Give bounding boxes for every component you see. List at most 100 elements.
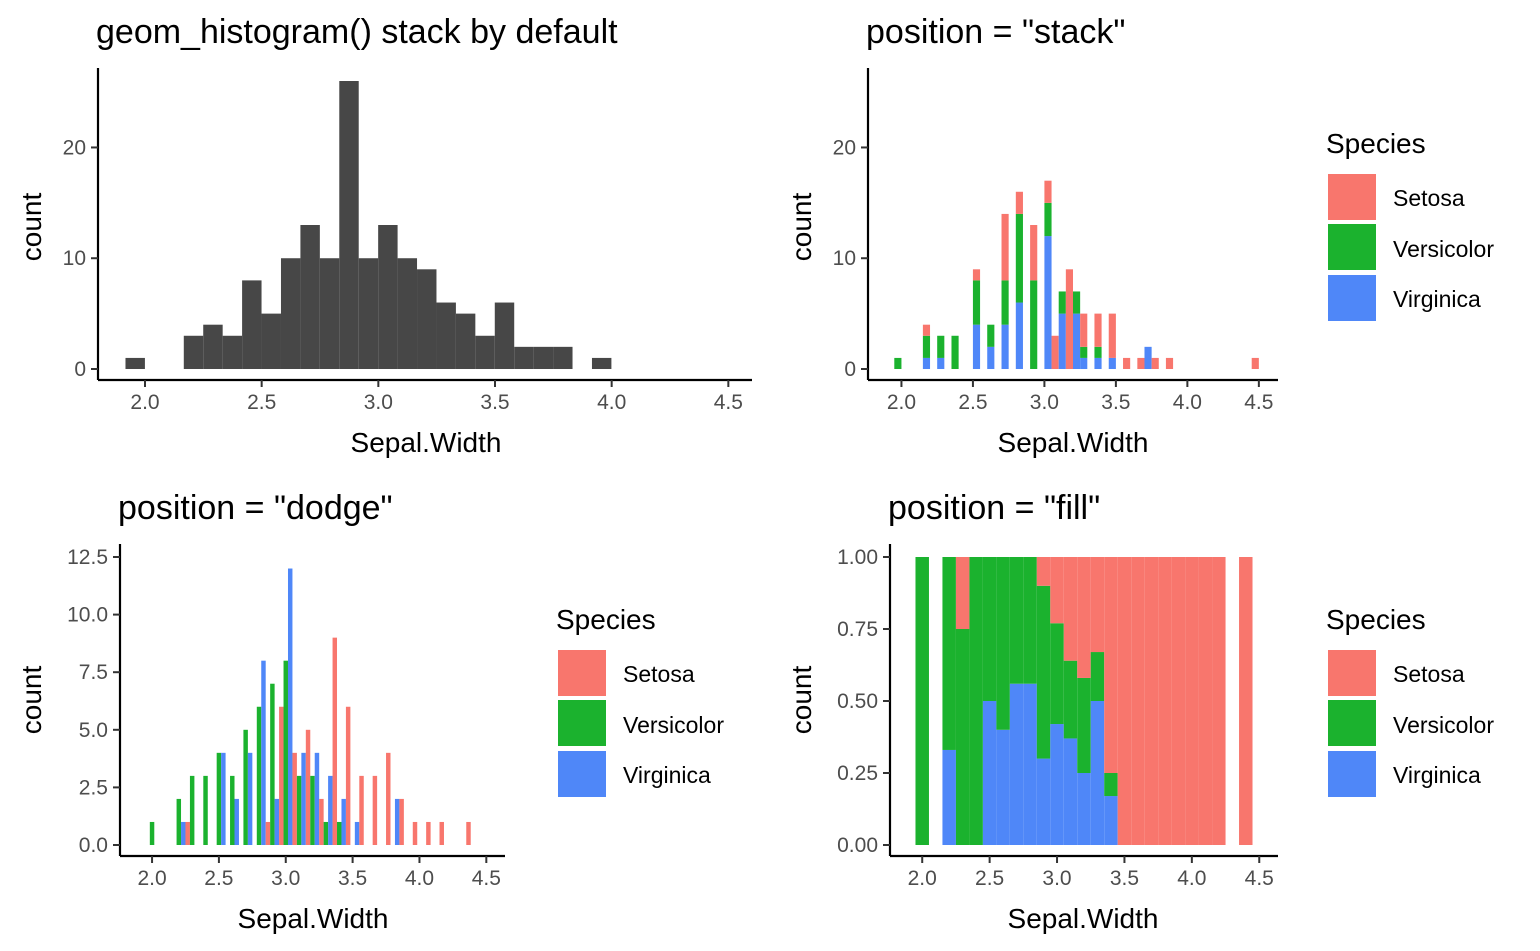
bar-versicolor	[1080, 346, 1088, 358]
legend-label-setosa: Setosa	[623, 661, 695, 687]
bar-virginica	[1077, 773, 1091, 845]
legend-key-setosa	[558, 650, 606, 696]
bar-versicolor	[1023, 557, 1037, 684]
bar-virginica	[221, 752, 226, 845]
bar-setosa	[972, 269, 981, 281]
y-axis-title: count	[16, 666, 47, 735]
bar-virginica	[922, 357, 931, 369]
legend-label-setosa: Setosa	[1393, 661, 1465, 687]
bar-virginica	[1094, 357, 1102, 369]
y-axis-title: count	[16, 193, 47, 262]
chart-title: position = "fill"	[888, 489, 1100, 527]
bar-setosa	[1123, 357, 1131, 369]
bar	[358, 258, 379, 369]
bar-versicolor	[915, 557, 929, 845]
bars	[125, 81, 612, 369]
x-tick-label: 4.0	[1173, 391, 1202, 414]
x-axis-title: Sepal.Width	[238, 903, 389, 934]
x-tick-label: 3.0	[364, 391, 393, 414]
bar-virginica	[1080, 357, 1088, 369]
bar	[319, 258, 340, 369]
axes: 2.0 2.5 3.0 3.5 4.0 4.5 0.0 2.5 5.0 7.5 10.0 12.5	[67, 544, 505, 890]
bar-virginica	[1023, 683, 1037, 845]
y-axis-title: count	[786, 666, 817, 735]
bar-setosa	[412, 821, 418, 845]
y-tick-label: 2.5	[79, 776, 108, 799]
panel-histogram-default: geom_histogram() stack by default Sepal.…	[16, 13, 752, 458]
x-tick-label: 4.0	[405, 867, 434, 890]
bar-versicolor	[987, 324, 995, 347]
bar-virginica	[987, 346, 995, 369]
legend: Species Setosa Versicolor Virginica	[556, 604, 724, 797]
legend-label-virginica: Virginica	[1393, 286, 1481, 312]
axes: 2.0 2.5 3.0 3.5 4.0 4.5 0 10 20	[63, 68, 752, 414]
bar-virginica	[394, 798, 400, 845]
x-tick-label: 4.5	[1244, 391, 1273, 414]
bar-setosa	[1165, 357, 1174, 369]
bar-virginica	[314, 752, 320, 845]
bar-setosa	[1251, 357, 1259, 369]
bar-virginica	[996, 729, 1010, 845]
bar-virginica	[1044, 236, 1052, 369]
bar-versicolor	[1050, 623, 1064, 725]
bar	[514, 346, 534, 369]
bar-virginica	[341, 798, 346, 845]
bar-virginica	[1015, 302, 1023, 369]
bar-versicolor	[216, 752, 222, 845]
bar-virginica	[1063, 738, 1078, 845]
bar-setosa	[1104, 557, 1118, 773]
y-tick-label: 0.0	[79, 834, 108, 857]
bar-versicolor	[283, 660, 288, 845]
panel-stack: position = "stack" Sepal.Width count 2.0…	[786, 13, 1494, 458]
bar	[397, 258, 418, 369]
bar-setosa	[305, 729, 311, 845]
legend-key-virginica	[558, 751, 606, 797]
bar-setosa	[1036, 557, 1051, 586]
bar-versicolor	[982, 557, 997, 701]
bar-setosa	[955, 557, 970, 629]
bar-versicolor	[1044, 202, 1052, 237]
bar-setosa	[1030, 225, 1038, 281]
bar-versicolor	[1030, 280, 1038, 369]
bar-virginica	[1104, 796, 1118, 845]
x-tick-label: 3.0	[271, 867, 300, 890]
bar-virginica	[1009, 683, 1024, 845]
panel-fill: position = "fill" Sepal.Width count 2.0 2…	[786, 489, 1494, 934]
bar-versicolor	[969, 557, 983, 845]
bar-versicolor	[337, 821, 342, 845]
bar-versicolor	[996, 557, 1010, 730]
bar-setosa	[426, 821, 431, 845]
bar-versicolor	[1094, 346, 1102, 358]
bar-setosa	[1158, 557, 1172, 845]
x-tick-label: 4.0	[1177, 867, 1206, 890]
bar-versicolor	[1058, 291, 1066, 314]
x-tick-label: 3.0	[1030, 391, 1059, 414]
legend-label-versicolor: Versicolor	[1393, 712, 1494, 738]
y-tick-label: 1.00	[837, 546, 878, 569]
bar-setosa	[439, 821, 444, 845]
axes: 2.0 2.5 3.0 3.5 4.0 4.5 0.00 0.25 0.50 0.75 1.00	[837, 544, 1278, 890]
x-tick-label: 2.0	[887, 391, 916, 414]
bar-setosa	[1044, 180, 1052, 203]
bar-setosa	[1001, 213, 1009, 281]
bar-versicolor	[310, 775, 315, 845]
bar-virginica	[261, 660, 266, 845]
chart-title: position = "stack"	[866, 13, 1125, 51]
bar-versicolor	[942, 557, 956, 750]
bar-versicolor	[951, 335, 959, 369]
x-tick-label: 3.5	[338, 867, 367, 890]
x-tick-label: 4.5	[714, 391, 743, 414]
bar-setosa	[466, 821, 471, 845]
bar-setosa	[1144, 557, 1159, 845]
bars	[149, 568, 471, 845]
bar-virginica	[1073, 313, 1081, 369]
y-tick-label: 20	[833, 136, 856, 159]
bar-setosa	[386, 752, 391, 845]
y-tick-label: 0.25	[837, 762, 878, 785]
y-tick-label: 0.00	[837, 834, 878, 857]
bar-setosa	[319, 798, 324, 845]
legend-key-versicolor	[558, 700, 606, 746]
legend-key-virginica	[1328, 275, 1376, 321]
bar-setosa	[1051, 335, 1059, 369]
